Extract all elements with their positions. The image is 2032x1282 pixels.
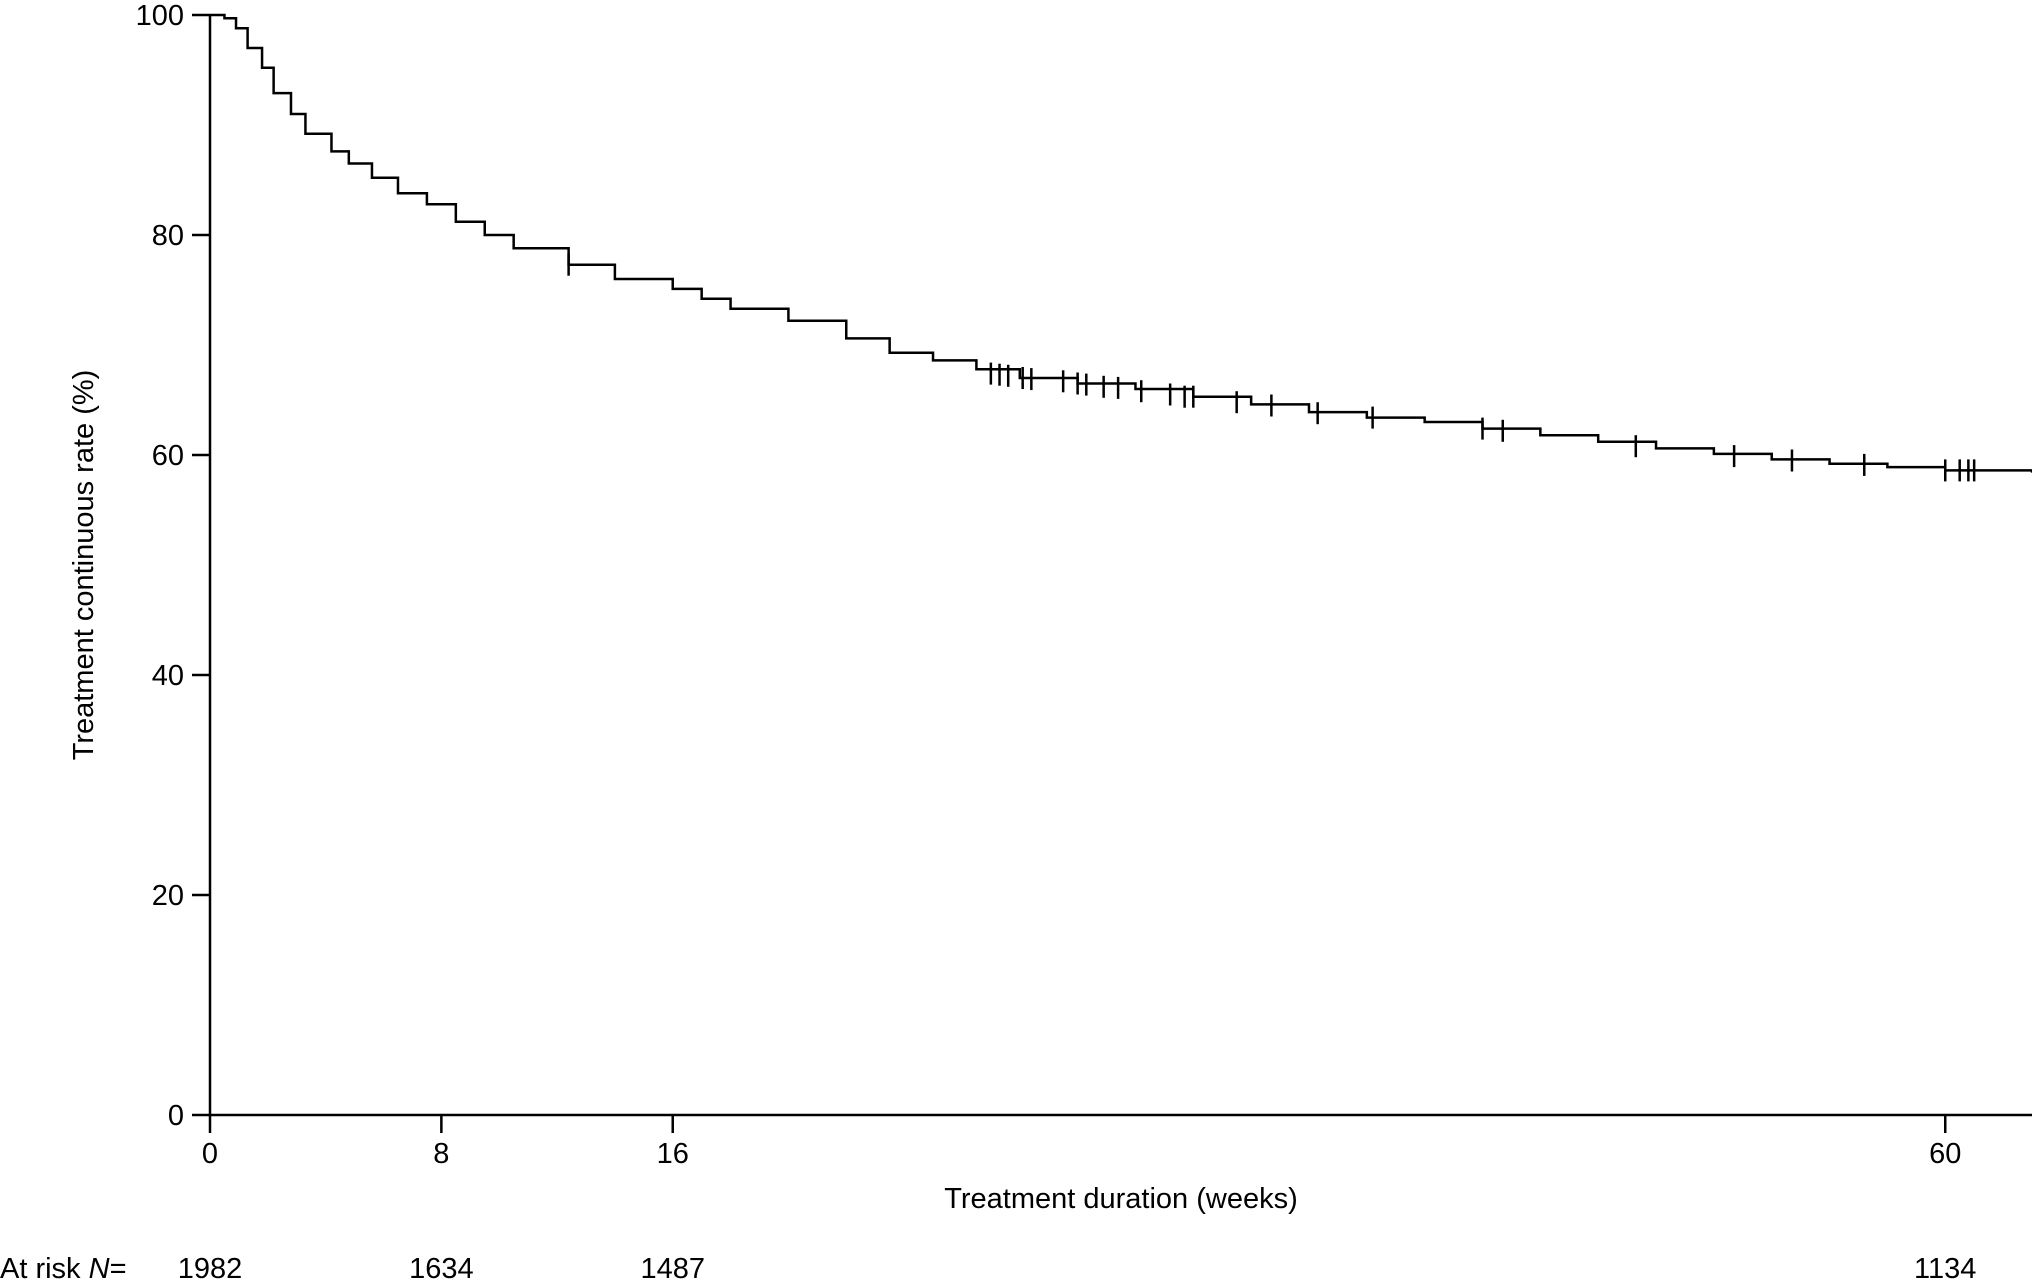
censor-marks <box>567 253 1976 482</box>
at-risk-value: 1634 <box>409 1253 474 1282</box>
y-tick-label: 100 <box>136 0 184 32</box>
x-axis-title: Treatment duration (weeks) <box>944 1183 1298 1215</box>
y-tick-label: 20 <box>152 880 184 912</box>
y-tick-label: 40 <box>152 660 184 692</box>
x-axis-ticks: 0 8 16 60 <box>202 1115 1961 1170</box>
y-tick-label: 60 <box>152 440 184 472</box>
x-tick-label: 8 <box>433 1138 449 1170</box>
y-tick-label: 0 <box>168 1100 184 1132</box>
x-tick-label: 0 <box>202 1138 218 1170</box>
at-risk-label: At risk N= <box>0 1253 127 1282</box>
y-axis-ticks: 0 20 40 60 80 100 <box>136 0 210 1132</box>
x-tick-label: 60 <box>1929 1138 1961 1170</box>
at-risk-value: 1134 <box>1914 1253 1976 1282</box>
x-tick-label: 16 <box>657 1138 689 1170</box>
y-axis-title: Treatment continuous rate (%) <box>68 370 100 761</box>
y-tick-label: 80 <box>152 220 184 252</box>
at-risk-value: 1982 <box>178 1253 243 1282</box>
at-risk-values: 1982 1634 1487 1134 <box>178 1253 1977 1282</box>
survival-curve <box>210 13 2032 473</box>
at-risk-value: 1487 <box>640 1253 705 1282</box>
